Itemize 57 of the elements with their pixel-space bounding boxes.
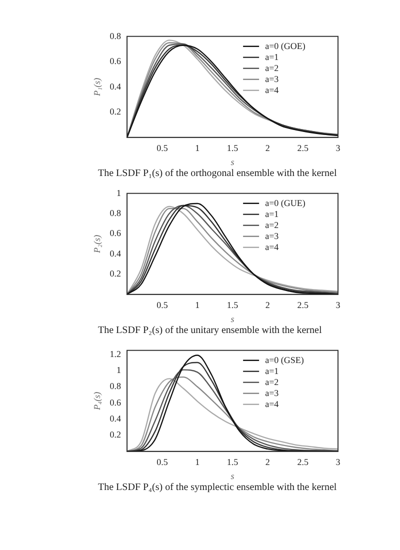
x-axis-title: s [230,156,235,167]
legend-label: a=4 [265,84,280,95]
x-tick-label: 0.5 [156,143,168,154]
x-tick-label: 1.5 [226,457,239,468]
x-tick-label: 3 [336,300,341,310]
y-tick-label: 0.4 [110,81,122,92]
x-axis-title: s [230,314,235,324]
y-axis-title: P₂(s) [92,234,102,254]
y-tick-label: 0.8 [110,381,122,392]
x-tick-label: 1.5 [226,300,239,310]
y-tick-label: 1.2 [110,348,122,359]
x-tick-label: 0.5 [156,457,168,468]
y-tick-label: 0.2 [110,106,122,117]
y-tick-label: 1 [116,364,122,375]
legend-label: a=2 [265,62,279,73]
y-tick-label: 0.4 [110,248,122,258]
legend-label: a=0 (GSE) [265,354,304,365]
y-tick-label: 1 [116,188,122,198]
x-tick-label: 3 [336,143,341,154]
y-tick-label: 0.6 [110,56,122,66]
x-tick-label: 3 [336,457,341,468]
y-axis-title: P₄(s) [92,392,102,411]
y-tick-label: 0.2 [110,430,122,440]
x-tick-label: 2.5 [297,457,309,468]
y-tick-label: 0.6 [110,228,122,238]
y-tick-label: 0.4 [110,413,122,424]
legend-label: a=1 [265,208,279,219]
x-tick-label: 0.5 [156,300,168,310]
text: The LSDF P₄(s) of the symplectic ensemble with the kernel [98,482,338,493]
x-tick-label: 1.5 [226,143,239,154]
legend-label: a=4 [265,242,280,252]
y-tick-label: 0.8 [110,208,122,218]
y-tick-label: 0.6 [110,397,122,408]
legend-label: a=1 [265,366,279,376]
y-tick-label: 0.2 [110,268,122,279]
legend-label: a=3 [265,388,280,398]
x-tick-label: 2 [265,457,270,468]
x-tick-label: 2.5 [297,300,309,310]
text: The LSDF P₁(s) of the orthogonal ensemble with the kernel [98,168,338,179]
legend-label: a=3 [265,74,280,84]
x-tick-label: 1 [195,457,200,468]
x-tick-label: 1 [195,300,200,310]
legend-label: a=4 [265,398,280,409]
legend-label: a=1 [265,52,279,62]
legend-label: a=2 [265,220,279,230]
y-tick-label: 0.8 [110,30,122,41]
legend-label: a=0 (GUE) [265,198,306,208]
legend-label: a=2 [265,376,279,387]
y-axis-title: P₁(s) [92,78,102,97]
x-tick-label: 2.5 [297,143,309,154]
x-tick-label: 2 [265,143,270,154]
legend-label: a=0 (GOE) [265,40,306,51]
x-tick-label: 1 [195,143,200,154]
legend-label: a=3 [265,230,280,241]
x-axis-title: s [230,470,235,481]
x-tick-label: 2 [265,300,270,310]
text: The LSDF P₂(s) of the unitary ensemble with the kernel [98,325,323,336]
